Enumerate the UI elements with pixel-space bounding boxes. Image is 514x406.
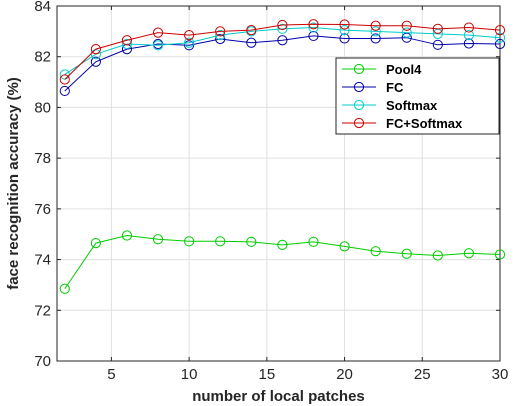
x-tick-label: 20 xyxy=(336,366,353,383)
data-point xyxy=(246,24,257,36)
legend-marker xyxy=(353,99,365,111)
y-tick-label: 84 xyxy=(34,0,51,15)
data-point xyxy=(246,37,257,48)
data-point xyxy=(184,40,195,51)
x-tick-label: 25 xyxy=(414,366,431,383)
data-point xyxy=(184,30,195,41)
data-point xyxy=(59,85,70,97)
data-point xyxy=(494,24,506,36)
series-line xyxy=(64,35,501,92)
data-point xyxy=(215,30,226,41)
data-point xyxy=(370,246,381,257)
data-point xyxy=(463,22,475,33)
data-point xyxy=(432,23,443,34)
data-point xyxy=(494,38,506,50)
data-point xyxy=(339,19,350,30)
data-point xyxy=(432,250,443,261)
y-tick-label: 80 xyxy=(34,99,51,116)
data-point xyxy=(121,230,133,241)
data-point xyxy=(90,44,101,55)
data-point xyxy=(215,33,226,45)
y-tick-label: 82 xyxy=(34,49,51,66)
data-point xyxy=(184,236,195,247)
legend-label: Pool4 xyxy=(386,62,422,77)
series-line xyxy=(64,23,501,80)
data-point xyxy=(308,30,319,42)
y-tick-label: 70 xyxy=(34,353,51,370)
data-point xyxy=(308,19,319,30)
data-point xyxy=(90,237,101,249)
data-point xyxy=(494,249,506,260)
data-point xyxy=(90,56,101,67)
y-tick-label: 78 xyxy=(34,150,51,167)
series-line xyxy=(64,234,501,290)
data-point xyxy=(152,40,164,51)
legend-entry: FC xyxy=(342,80,404,95)
x-tick-label: 15 xyxy=(258,366,275,383)
legend-entry: FC+Softmax xyxy=(342,116,463,131)
data-point xyxy=(463,248,475,259)
data-point xyxy=(215,26,226,37)
plot-frame xyxy=(56,5,501,362)
data-point xyxy=(152,27,164,38)
data-point xyxy=(401,20,412,31)
data-point xyxy=(277,35,288,46)
legend-label: Softmax xyxy=(386,98,438,113)
data-point xyxy=(463,38,475,49)
legend: Pool4 FC Softmax FC+Softmax xyxy=(335,57,500,135)
series-group xyxy=(59,19,506,294)
y-tick-label: 74 xyxy=(34,252,51,269)
legend-entry: Pool4 xyxy=(342,62,422,77)
data-point xyxy=(277,23,288,34)
x-tick-label: 10 xyxy=(181,366,198,383)
data-point xyxy=(432,39,443,50)
data-point xyxy=(370,26,381,37)
data-point xyxy=(308,22,319,33)
data-point xyxy=(277,239,288,250)
data-point xyxy=(121,35,133,46)
data-point xyxy=(339,33,350,44)
series-pool4 xyxy=(59,230,506,294)
series-fc-softmax xyxy=(59,19,506,85)
x-tick-label: 30 xyxy=(492,366,509,383)
series-line xyxy=(64,27,501,75)
data-point xyxy=(463,30,475,41)
axis-ticks: 5 10 15 20 25 30 70 72 74 76 78 80 82 84 xyxy=(34,0,508,383)
data-point xyxy=(308,236,319,247)
data-point xyxy=(339,24,350,36)
data-point xyxy=(277,19,288,31)
x-axis-label: number of local patches xyxy=(192,388,365,405)
legend-marker xyxy=(353,63,365,75)
data-point xyxy=(184,37,195,48)
data-point xyxy=(215,236,226,247)
data-point xyxy=(370,20,381,31)
data-point xyxy=(494,32,506,43)
data-point xyxy=(121,38,133,50)
data-point xyxy=(152,234,164,245)
data-point xyxy=(246,236,257,247)
legend-entry: Softmax xyxy=(342,98,438,113)
y-tick-label: 76 xyxy=(34,201,51,218)
y-axis-label: face recognition accuracy (%) xyxy=(5,77,22,290)
data-point xyxy=(339,241,350,252)
legend-label: FC+Softmax xyxy=(386,116,463,131)
data-point xyxy=(59,74,70,85)
y-tick-label: 72 xyxy=(34,302,51,319)
legend-label: FC xyxy=(386,80,404,95)
data-point xyxy=(59,283,70,294)
data-point xyxy=(370,33,381,44)
x-tick-label: 5 xyxy=(107,366,115,383)
legend-marker xyxy=(353,117,365,129)
legend-marker xyxy=(353,81,365,93)
data-point xyxy=(401,27,412,38)
data-point xyxy=(401,248,412,259)
